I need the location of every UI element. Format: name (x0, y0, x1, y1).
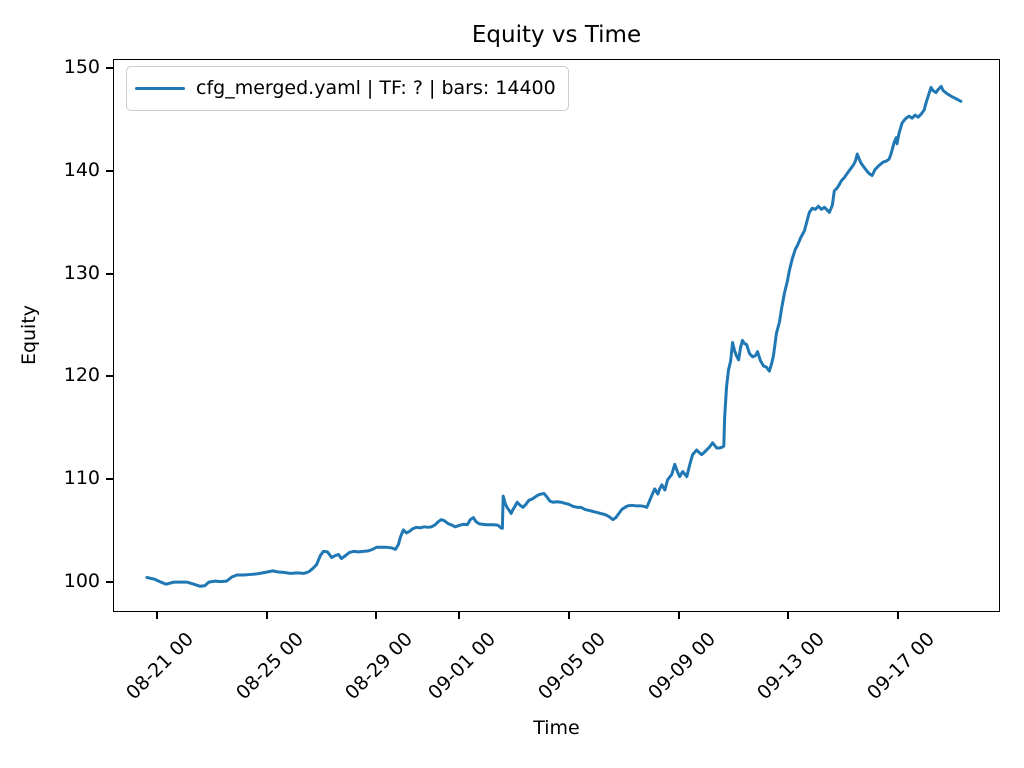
y-tick-mark (106, 580, 113, 583)
y-tick-label: 120 (63, 364, 100, 387)
x-tick-label: 08-21 00 (121, 628, 198, 704)
y-tick-label: 130 (63, 261, 100, 284)
y-tick-mark (106, 67, 113, 70)
plot-area: cfg_merged.yaml | TF: ? | bars: 14400 (113, 59, 1000, 612)
x-tick-mark (457, 612, 460, 619)
y-tick-label: 150 (63, 56, 100, 79)
x-tick-mark (155, 612, 158, 619)
y-axis-label: Equity (18, 304, 40, 366)
y-tick-mark (106, 272, 113, 275)
chart-title: Equity vs Time (471, 22, 642, 48)
x-tick-label: 09-13 00 (753, 628, 830, 704)
y-tick-label: 110 (63, 467, 100, 490)
x-tick-label: 09-05 00 (533, 628, 610, 704)
y-tick-label: 100 (63, 569, 100, 592)
x-tick-mark (897, 612, 900, 619)
x-tick-label: 09-09 00 (643, 628, 720, 704)
x-tick-mark (265, 612, 268, 619)
x-tick-mark (787, 612, 790, 619)
x-tick-mark (567, 612, 570, 619)
equity-line-chart (145, 84, 963, 588)
y-tick-mark (106, 478, 113, 481)
x-axis-label: Time (533, 717, 580, 739)
legend-line-sample-icon (135, 86, 185, 91)
x-tick-label: 09-17 00 (863, 628, 940, 704)
legend-label: cfg_merged.yaml | TF: ? | bars: 14400 (196, 77, 556, 99)
x-tick-label: 08-29 00 (341, 628, 418, 704)
y-tick-mark (106, 375, 113, 378)
x-tick-label: 08-25 00 (231, 628, 308, 704)
x-tick-mark (375, 612, 378, 619)
x-tick-mark (677, 612, 680, 619)
legend: cfg_merged.yaml | TF: ? | bars: 14400 (126, 66, 569, 111)
y-tick-mark (106, 169, 113, 172)
equity-series-line (145, 84, 963, 588)
y-tick-label: 140 (63, 158, 100, 181)
x-tick-label: 09-01 00 (423, 628, 500, 704)
